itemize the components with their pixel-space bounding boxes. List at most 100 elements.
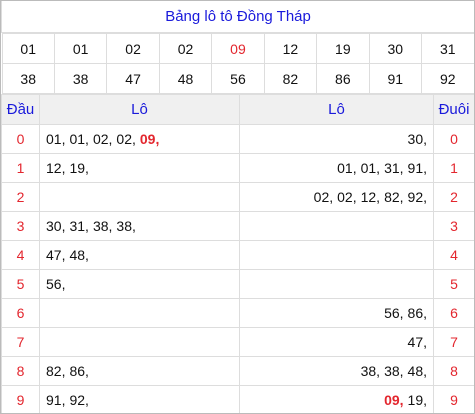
lo-number: 38,: [384, 363, 404, 379]
lo-right: 01, 01, 31, 91,: [239, 153, 434, 183]
number-cell: 09: [211, 33, 265, 64]
numbers-line: 01 01 02 02 09 12 19 30 31: [1, 33, 474, 64]
table-title: Bảng lô tô Đồng Tháp: [1, 1, 474, 33]
lo-right: [239, 240, 434, 270]
lo-number: 38,: [360, 363, 381, 379]
tail-digit: 8: [432, 356, 474, 386]
number-cell: 12: [263, 33, 318, 64]
lo-number: 82,: [46, 363, 66, 379]
lo-number: 38,: [116, 218, 136, 234]
lo-left: 12, 19,: [39, 153, 240, 183]
lo-number: 91,: [46, 392, 66, 408]
lo-right: 38, 38, 48,: [239, 356, 434, 386]
lo-number: 48,: [407, 363, 427, 379]
lo-right: 56, 86,: [239, 298, 434, 328]
lo-left: 56,: [39, 269, 240, 299]
number-cell: 31: [421, 33, 474, 64]
head-digit: 5: [1, 269, 40, 299]
lo-left: 30, 31, 38, 38,: [39, 211, 240, 241]
lo-number: 01,: [360, 160, 381, 176]
lo-left: 47, 48,: [39, 240, 240, 270]
number-cell: 02: [106, 33, 160, 64]
head-digit: 4: [1, 240, 40, 270]
lo-number: 02,: [337, 189, 357, 205]
lo-row: 5 56, 5: [1, 269, 474, 299]
lo-right: 02, 02, 12, 82, 92,: [239, 182, 434, 212]
lo-right: [239, 211, 434, 241]
lo-number: 01,: [337, 160, 357, 176]
tail-digit: 3: [432, 211, 474, 241]
numbers-row: 01 01 02 02 09 12 19 30 31 38 38 47 48 56 82 86 91 92: [1, 33, 474, 95]
head-digit: 1: [1, 153, 40, 183]
lo-number: 86,: [69, 363, 89, 379]
lo-number: 92,: [407, 189, 427, 205]
lo-row: 9 91, 92, 09, 19, 9: [1, 385, 474, 413]
lo-row: 7 47, 7: [1, 327, 474, 357]
number-cell: 82: [263, 63, 318, 94]
lo-right: 47,: [239, 327, 434, 357]
lo-row: 1 12, 19, 01, 01, 31, 91, 1: [1, 153, 474, 183]
head-digit: 6: [1, 298, 40, 328]
lo-number: 12,: [46, 160, 66, 176]
lo-row: 6 56, 86, 6: [1, 298, 474, 328]
tail-digit: 2: [432, 182, 474, 212]
lo-number: 86,: [407, 305, 427, 321]
lo-number: 82,: [384, 189, 404, 205]
header-cell: Đầu: [1, 94, 40, 125]
lo-number: 19,: [407, 392, 427, 408]
lo-left: 82, 86,: [39, 356, 240, 386]
number-cell: 01: [53, 33, 108, 64]
tail-digit: 1: [432, 153, 474, 183]
lo-number: 56,: [46, 276, 66, 292]
lo-number: 01,: [46, 131, 66, 147]
number-cell: 86: [316, 63, 370, 94]
lo-left: [39, 327, 240, 357]
tail-digit: 9: [432, 385, 474, 413]
header-cell: Đuôi: [432, 94, 474, 125]
head-digit: 9: [1, 385, 40, 413]
lo-number: 48,: [69, 247, 89, 263]
number-cell: 91: [368, 63, 423, 94]
lo-left: [39, 182, 240, 212]
head-digit: 3: [1, 211, 40, 241]
lo-left: [39, 298, 240, 328]
lo-number: 47,: [46, 247, 66, 263]
number-cell: 19: [316, 33, 370, 64]
lo-row: 4 47, 48, 4: [1, 240, 474, 270]
lo-row: 8 82, 86, 38, 38, 48, 8: [1, 356, 474, 386]
lo-right: 30,: [239, 124, 434, 154]
number-cell: 48: [158, 63, 213, 94]
header-cell: Lô: [39, 94, 240, 125]
numbers-line: 38 38 47 48 56 82 86 91 92: [1, 63, 474, 94]
number-cell: 02: [158, 33, 213, 64]
lo-number: 38,: [92, 218, 113, 234]
tail-digit: 6: [432, 298, 474, 328]
lo-number: 31,: [384, 160, 404, 176]
lo-number: 30,: [407, 131, 427, 147]
lo-right: 09, 19,: [239, 385, 434, 413]
head-digit: 7: [1, 327, 40, 357]
tail-digit: 4: [432, 240, 474, 270]
lo-number: 19,: [69, 160, 89, 176]
lo-left: 01, 01, 02, 02, 09,: [39, 124, 240, 154]
lo-number: 02,: [92, 131, 113, 147]
lo-number: 02,: [116, 131, 136, 147]
tail-digit: 7: [432, 327, 474, 357]
head-digit: 0: [1, 124, 40, 154]
tail-digit: 0: [432, 124, 474, 154]
header-cell: Lô: [239, 94, 434, 125]
lo-number: 91,: [407, 160, 427, 176]
lo-row: 2 02, 02, 12, 82, 92, 2: [1, 182, 474, 212]
head-digit: 8: [1, 356, 40, 386]
lo-number: 01,: [69, 131, 89, 147]
number-cell: 01: [1, 33, 55, 64]
number-cell: 30: [368, 33, 423, 64]
header-row: Đầu Lô Lô Đuôi: [1, 94, 474, 125]
lo-row: 3 30, 31, 38, 38, 3: [1, 211, 474, 241]
lo-number: 02,: [313, 189, 334, 205]
lo-number: 12,: [360, 189, 381, 205]
lo-number: 47,: [407, 334, 427, 350]
numbers-grid: 01 01 02 02 09 12 19 30 31 38 38 47 48 56 82 86 91 92: [1, 33, 474, 94]
